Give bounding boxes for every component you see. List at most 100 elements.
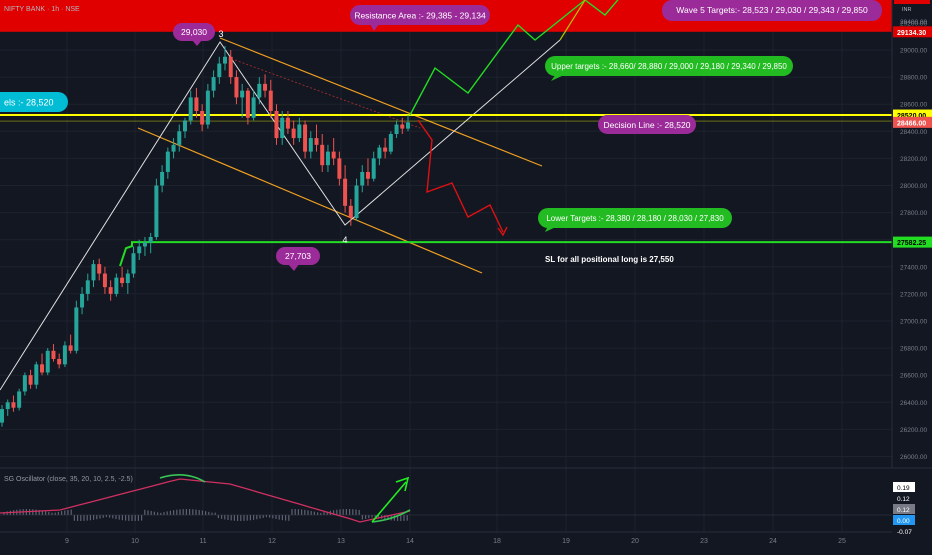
wave-3-label: 3	[218, 29, 223, 39]
price-badge	[893, 236, 932, 248]
price-tick-label: 26000.00	[900, 454, 927, 461]
left-level-label: els :- 28,520	[4, 98, 54, 108]
candle-body	[297, 124, 302, 139]
time-tick-label: 23	[700, 538, 708, 545]
candle-body	[194, 97, 199, 111]
resistance-area-label: Resistance Area :- 29,385 - 29,134	[354, 11, 486, 21]
peak-bubble[interactable]: 29,030	[173, 23, 215, 46]
candle	[217, 56, 222, 84]
candle-body	[97, 264, 102, 274]
left-level-bubble[interactable]: els :- 28,520	[0, 92, 68, 112]
decision-line-label: Decision Line :- 28,520	[604, 120, 691, 130]
oscillator-badge-label: -0.07	[897, 529, 912, 536]
candle	[234, 70, 239, 105]
upper-targets-bubble[interactable]: Upper targets :- 28,660/ 28,880 / 29,000…	[545, 56, 793, 81]
price-tick-label: 29000.00	[900, 48, 927, 55]
candle-body	[211, 77, 216, 91]
time-tick-label: 13	[337, 538, 345, 545]
trough-value-label: 27,703	[285, 251, 311, 261]
candle	[383, 138, 388, 159]
candle	[97, 258, 102, 281]
candle-body	[62, 345, 67, 365]
decision-line-bubble[interactable]: Decision Line :- 28,520	[598, 115, 696, 134]
candle-body	[354, 185, 359, 219]
candle-body	[251, 97, 256, 118]
candle	[182, 117, 187, 139]
candle	[45, 348, 50, 376]
candle-body	[280, 117, 285, 139]
wave-4-label: 4	[342, 235, 347, 245]
candle	[388, 131, 393, 155]
candle-body	[365, 171, 370, 179]
candle	[137, 239, 142, 261]
wave5-projection	[559, 0, 586, 41]
candle-body	[188, 97, 193, 121]
candle-body	[228, 56, 233, 78]
candle	[74, 300, 79, 354]
price-badge	[893, 26, 932, 38]
candle-body	[91, 264, 96, 281]
candle	[11, 395, 16, 412]
candle	[40, 353, 45, 376]
candle-body	[285, 117, 290, 129]
price-tick-label: 28800.00	[900, 75, 927, 82]
candle-body	[28, 375, 33, 385]
candle-body	[406, 122, 410, 129]
lower-targets-label: Lower Targets :- 28,380 / 28,180 / 28,03…	[546, 214, 724, 223]
candle	[240, 83, 245, 118]
channel-lower-line	[137, 127, 483, 274]
candle	[68, 334, 73, 354]
resistance-area-bubble[interactable]: Resistance Area :- 29,385 - 29,134	[350, 5, 490, 31]
candle	[34, 361, 39, 389]
time-tick-label: 12	[268, 538, 276, 545]
candle	[280, 110, 285, 145]
price-tick-label: 28200.00	[900, 156, 927, 163]
candle-body	[400, 124, 405, 129]
candle-body	[68, 345, 73, 351]
oscillator-green-lower-segment	[371, 509, 411, 523]
time-tick-label: 25	[838, 538, 846, 545]
oscillator-scale[interactable]: 0.19 0.12 0.12 0.00 -0.07	[893, 482, 915, 536]
candle-body	[325, 151, 330, 166]
trough-bubble[interactable]: 27,703	[276, 247, 320, 271]
candle	[245, 87, 250, 125]
candle	[194, 87, 199, 118]
inner-trendline	[234, 59, 421, 129]
candle	[365, 158, 370, 186]
time-tick-label: 18	[493, 538, 501, 545]
oscillator-badge	[893, 515, 915, 525]
candle-body	[137, 246, 142, 254]
bearish-arrow-head	[497, 226, 508, 237]
time-axis[interactable]: 9 10 11 12 13 14 18 19 20 23 24 25	[65, 538, 846, 545]
candle	[22, 372, 27, 396]
currency-label: INR	[902, 7, 912, 13]
candle-body	[165, 151, 170, 172]
oscillator-badge-label: 0.19	[897, 485, 910, 492]
time-tick-label: 11	[199, 538, 206, 545]
candle-body	[154, 185, 159, 237]
candle	[80, 287, 85, 315]
candle	[320, 134, 325, 172]
candle	[188, 90, 193, 125]
candle	[285, 110, 290, 135]
wave5-targets-bubble[interactable]: Wave 5 Targets:- 28,523 / 29,030 / 29,34…	[662, 0, 882, 21]
oscillator-badge	[893, 504, 915, 514]
candle	[377, 144, 382, 166]
candle	[17, 388, 22, 411]
candle-body	[200, 110, 205, 125]
stop-loss-note: SL for all positional long is 27,550	[545, 255, 674, 264]
time-tick-label: 10	[131, 538, 139, 545]
candle-body	[80, 293, 85, 308]
candle-body	[257, 83, 262, 98]
oscillator-badge	[893, 482, 915, 492]
price-scale[interactable]: INR 29400.00 29200.00 29000.00 28800.00 286…	[891, 0, 932, 468]
candle	[268, 79, 273, 118]
support-line	[119, 241, 892, 267]
price-tick-label: 26400.00	[900, 400, 927, 407]
candle	[223, 45, 228, 71]
candle-body	[11, 402, 16, 408]
candle-body	[268, 90, 273, 111]
lower-targets-bubble[interactable]: Lower Targets :- 28,380 / 28,180 / 28,03…	[538, 208, 732, 232]
candle-body	[114, 277, 119, 294]
